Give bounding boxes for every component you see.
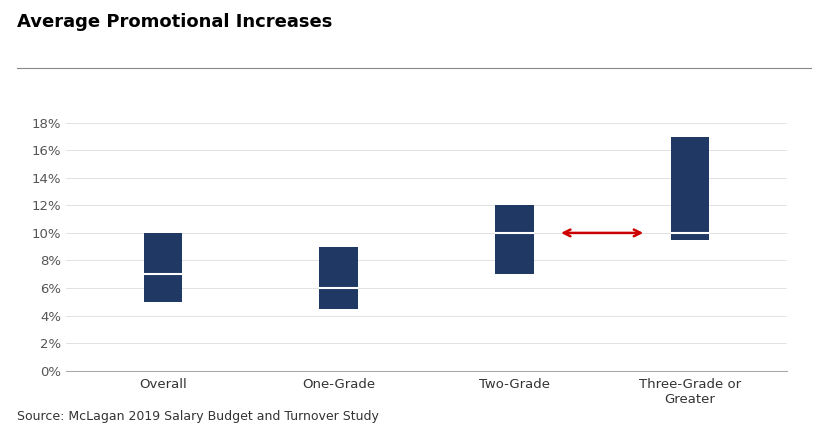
Text: Source: McLagan 2019 Salary Budget and Turnover Study: Source: McLagan 2019 Salary Budget and T… — [17, 410, 378, 423]
Bar — [143, 233, 182, 302]
Bar — [319, 247, 357, 309]
Bar — [495, 205, 533, 274]
Text: Average Promotional Increases: Average Promotional Increases — [17, 13, 332, 31]
Bar — [670, 136, 709, 240]
